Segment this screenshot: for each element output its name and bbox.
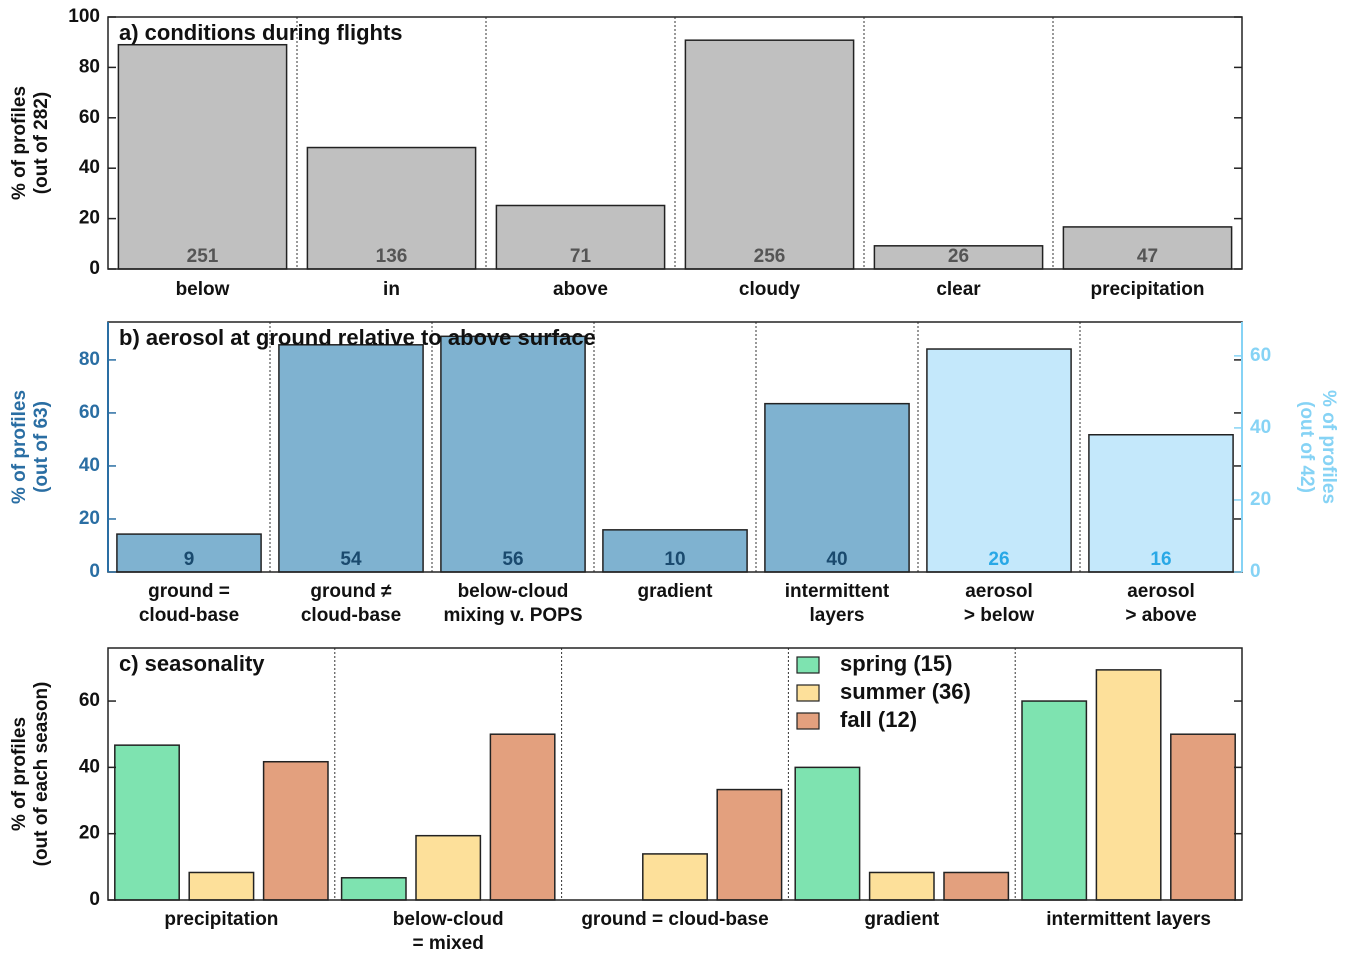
bar: [489, 733, 556, 901]
bar: [278, 344, 424, 573]
x-tick-label: aerosol > below: [964, 581, 1034, 626]
bar: [1062, 226, 1233, 270]
bar: [642, 853, 708, 901]
count-label: 251: [187, 246, 219, 267]
count-label: 9: [184, 549, 195, 570]
x-tick-label: ground = cloud-base: [581, 909, 768, 930]
x-tick-label: below: [176, 279, 230, 300]
count-label: 256: [754, 246, 786, 267]
count-label: 10: [664, 549, 685, 570]
panel-title: a) conditions during flights: [119, 20, 403, 45]
y-tick-label: 20: [79, 508, 100, 529]
count-label: 71: [570, 246, 592, 267]
bar: [602, 529, 748, 573]
x-tick-label: ground ≠ cloud-base: [301, 581, 401, 626]
x-tick-label: above: [553, 279, 608, 300]
y2-axis-label: % of profiles(out of 42): [1296, 390, 1339, 504]
x-tick-label: below-cloud mixing v. POPS: [443, 581, 582, 626]
bar: [188, 871, 255, 901]
x-tick-label: gradient: [638, 581, 714, 602]
y2-tick-label: 60: [1250, 345, 1271, 366]
y2-tick-label: 0: [1250, 561, 1261, 582]
x-tick-label: precipitation: [164, 909, 278, 930]
count-label: 16: [1150, 549, 1171, 570]
x-tick-label: aerosol > above: [1125, 581, 1196, 626]
legend-swatch: [796, 712, 820, 730]
x-tick-label: in: [383, 279, 400, 300]
x-tick-label: intermittent layers: [1046, 909, 1211, 930]
y-tick-label: 60: [79, 690, 100, 711]
y-axis-label: % of profiles(out of 282): [9, 86, 52, 200]
y-tick-label: 20: [79, 208, 100, 229]
plot-frame: [107, 16, 1243, 270]
bar: [716, 788, 783, 901]
bar: [415, 834, 482, 901]
count-label: 40: [826, 549, 847, 570]
x-tick-label: below-cloud = mixed: [393, 909, 504, 953]
panel-title: b) aerosol at ground relative to above s…: [119, 325, 596, 350]
y-tick-label: 40: [79, 157, 100, 178]
count-label: 54: [340, 549, 362, 570]
count-label: 26: [948, 246, 969, 267]
bar: [1095, 669, 1162, 901]
bar: [794, 766, 861, 901]
bar: [943, 871, 1010, 901]
x-tick-label: gradient: [864, 909, 940, 930]
y2-tick-label: 40: [1250, 417, 1271, 438]
y-tick-label: 40: [79, 455, 100, 476]
count-label: 136: [376, 246, 408, 267]
legend-label: fall (12): [840, 707, 917, 732]
legend-swatch: [796, 684, 820, 702]
bar: [926, 348, 1072, 573]
y-tick-label: 80: [79, 349, 100, 370]
plot-frame: [107, 647, 1243, 901]
bar: [114, 744, 180, 901]
x-tick-label: ground = cloud-base: [139, 581, 239, 626]
y-axis-label: % of profiles(out of 63): [9, 390, 52, 504]
y2-tick-label: 20: [1250, 489, 1271, 510]
y-tick-label: 60: [79, 402, 100, 423]
y-tick-label: 40: [79, 756, 100, 777]
x-tick-label: clear: [936, 279, 981, 300]
x-tick-label: cloudy: [739, 279, 801, 300]
y-tick-label: 0: [89, 889, 100, 910]
y-tick-label: 100: [68, 6, 100, 27]
bar: [684, 39, 855, 270]
bar: [440, 335, 586, 573]
panel-title: c) seasonality: [119, 651, 265, 676]
y-tick-label: 0: [89, 561, 100, 582]
bar: [262, 760, 329, 901]
bar: [868, 871, 935, 901]
y-tick-label: 80: [79, 56, 100, 77]
bar: [306, 146, 477, 270]
y-tick-label: 20: [79, 823, 100, 844]
x-tick-label: intermittent layers: [785, 581, 890, 626]
bar: [1088, 434, 1234, 573]
count-label: 56: [502, 549, 523, 570]
bar: [117, 43, 288, 270]
legend-label: spring (15): [840, 651, 952, 676]
legend-swatch: [796, 656, 820, 674]
count-label: 47: [1137, 246, 1158, 267]
legend-label: summer (36): [840, 679, 971, 704]
bar: [340, 877, 407, 901]
bar: [764, 402, 910, 573]
y-tick-label: 0: [89, 258, 100, 279]
x-tick-label: precipitation: [1090, 279, 1204, 300]
count-label: 26: [988, 549, 1009, 570]
bar: [1021, 700, 1088, 901]
y-axis-label: % of profiles(out of each season): [9, 682, 52, 867]
bar: [1170, 733, 1236, 901]
y-tick-label: 60: [79, 107, 100, 128]
